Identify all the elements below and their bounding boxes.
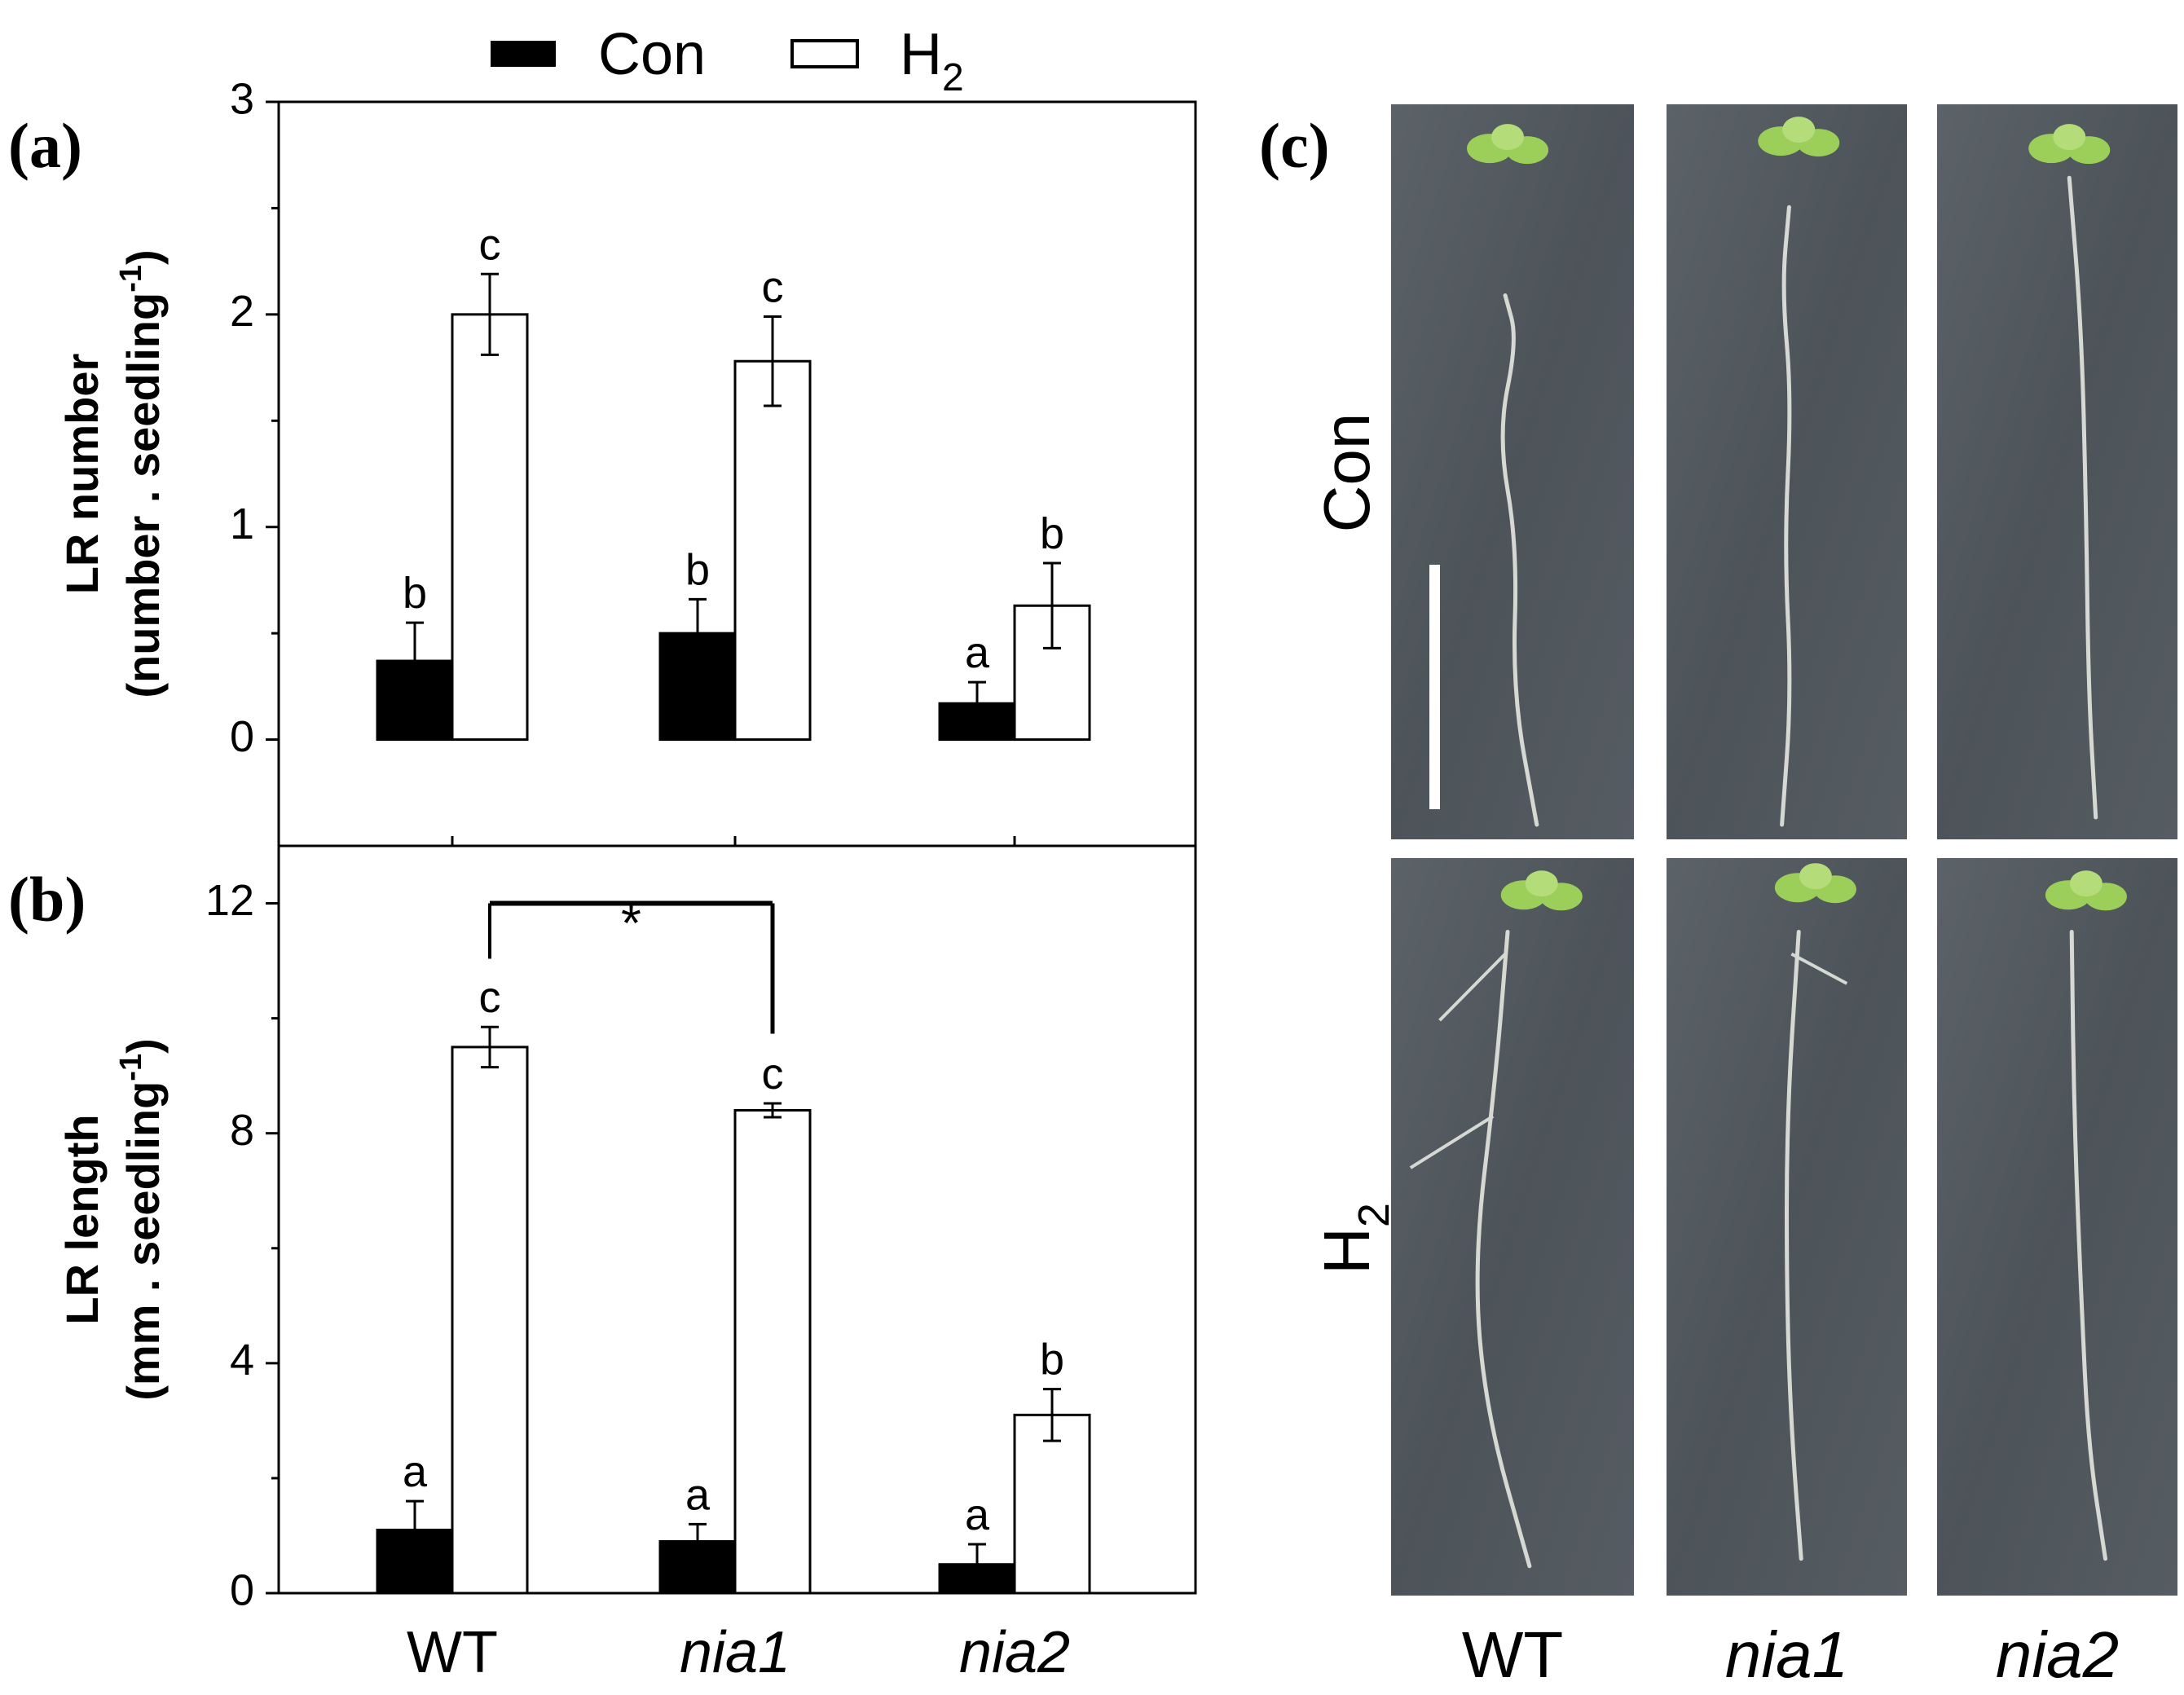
photo-col-label: WT [1462, 1618, 1563, 1691]
panel-label-b: (b) [8, 864, 86, 935]
significance-letter: b [403, 569, 427, 618]
row-label-h2: H2 [1310, 1203, 1398, 1275]
legend-swatch-h2 [790, 39, 859, 68]
true-leaf [2053, 124, 2086, 151]
y-tick-label: 8 [230, 1106, 254, 1155]
bar-h2-wt [451, 1046, 529, 1595]
primary-root [1784, 930, 1803, 1561]
significance-letter: c [479, 973, 501, 1022]
photo-panel: Con H2 WT nia1 nia2 [1310, 104, 2177, 1691]
legend-label-con: Con [598, 22, 706, 87]
y-tick-label: 4 [230, 1336, 254, 1385]
significance-letter: b [1040, 1336, 1064, 1385]
seedling-leaves [1758, 117, 1840, 157]
true-leaf [1799, 863, 1832, 890]
significance-letter: a [403, 1447, 428, 1496]
y-tick-label: 0 [230, 1565, 254, 1614]
legend: Con H2 [491, 22, 964, 99]
primary-root [2067, 175, 2098, 820]
x-tick-label: nia1 [680, 1620, 790, 1685]
panel-label-c: (c) [1259, 110, 1330, 181]
y-axis-label: LR number (number . seedling-1) [56, 249, 169, 698]
significance-letter: c [762, 262, 784, 311]
y-axis-label-line1: LR number [56, 354, 108, 595]
significance-star: * [621, 894, 641, 953]
legend-label-h2: H2 [900, 22, 964, 99]
seedling-photo-con-nia1 [1667, 104, 1907, 839]
significance-bracket: * [488, 894, 775, 1034]
seedling-photo-con-nia2 [1937, 104, 2177, 839]
y-tick-label: 2 [230, 287, 254, 336]
true-leaf [1525, 870, 1558, 897]
y-tick-label: 1 [230, 500, 254, 548]
lateral-root [1438, 953, 1507, 1022]
significance-letter: c [479, 220, 501, 269]
significance-letter: a [685, 1470, 711, 1519]
bar-h2-nia1 [733, 359, 812, 742]
photo-background [1937, 858, 2177, 1596]
primary-root [1475, 930, 1532, 1569]
scale-bar [1429, 565, 1440, 809]
significance-letter: a [965, 628, 990, 677]
photo-background [1391, 104, 1634, 839]
seedling-photo-h2-nia1 [1667, 858, 1907, 1596]
panel-label-a: (a) [8, 110, 82, 181]
significance-letter: b [1040, 509, 1064, 558]
significance-letter: a [965, 1490, 990, 1539]
y-axis-label-line1: LR length [56, 1114, 108, 1324]
true-leaf [1782, 117, 1816, 143]
seedling-photo-con-wt [1391, 104, 1634, 839]
seedling-leaves [1774, 863, 1856, 904]
photo-background [1391, 858, 1634, 1596]
photo-col-label: nia1 [1725, 1618, 1848, 1691]
photo-background [1937, 104, 2177, 839]
significance-letter: c [762, 1050, 784, 1098]
bar-h2-nia2 [1013, 1413, 1091, 1595]
true-leaf [1491, 124, 1525, 151]
lateral-root [1790, 952, 1848, 985]
primary-root [1500, 293, 1539, 827]
chart-a: 0 1 2 3 LR number (number . seedling-1) b c b c a b [56, 74, 1197, 848]
legend-swatch-con [491, 41, 556, 67]
seedling-leaves [1500, 870, 1583, 911]
photo-col-label: nia2 [1996, 1618, 2119, 1691]
seedling-leaves [2045, 870, 2127, 911]
lateral-root [1409, 1115, 1495, 1169]
x-tick-label: WT [407, 1620, 498, 1685]
seedling-photo-h2-nia2 [1937, 858, 2177, 1596]
y-axis-label-line2: (number . seedling-1) [114, 249, 169, 698]
seedling-leaves [2028, 124, 2111, 165]
x-tick-label: nia2 [959, 1620, 1070, 1685]
y-axis-label: LR length (mm . seedling-1) [56, 1038, 169, 1401]
primary-root [1780, 205, 1792, 827]
y-tick-label: 12 [205, 876, 254, 925]
bar-h2-nia1 [733, 1108, 812, 1595]
seedling-leaves [1467, 124, 1549, 165]
chart-b: 0 4 8 12 LR length (mm . seedling-1) a c WT a c nia… [56, 844, 1197, 1685]
y-axis-label-line2: (mm . seedling-1) [114, 1038, 169, 1401]
bar-h2-wt [451, 313, 529, 742]
true-leaf [2069, 870, 2103, 897]
y-tick-label: 3 [230, 74, 254, 123]
row-label-con: Con [1310, 413, 1383, 533]
primary-root [2069, 930, 2107, 1561]
seedling-photo-h2-wt [1391, 858, 1634, 1596]
significance-letter: b [685, 545, 710, 594]
y-tick-label: 0 [230, 712, 254, 761]
